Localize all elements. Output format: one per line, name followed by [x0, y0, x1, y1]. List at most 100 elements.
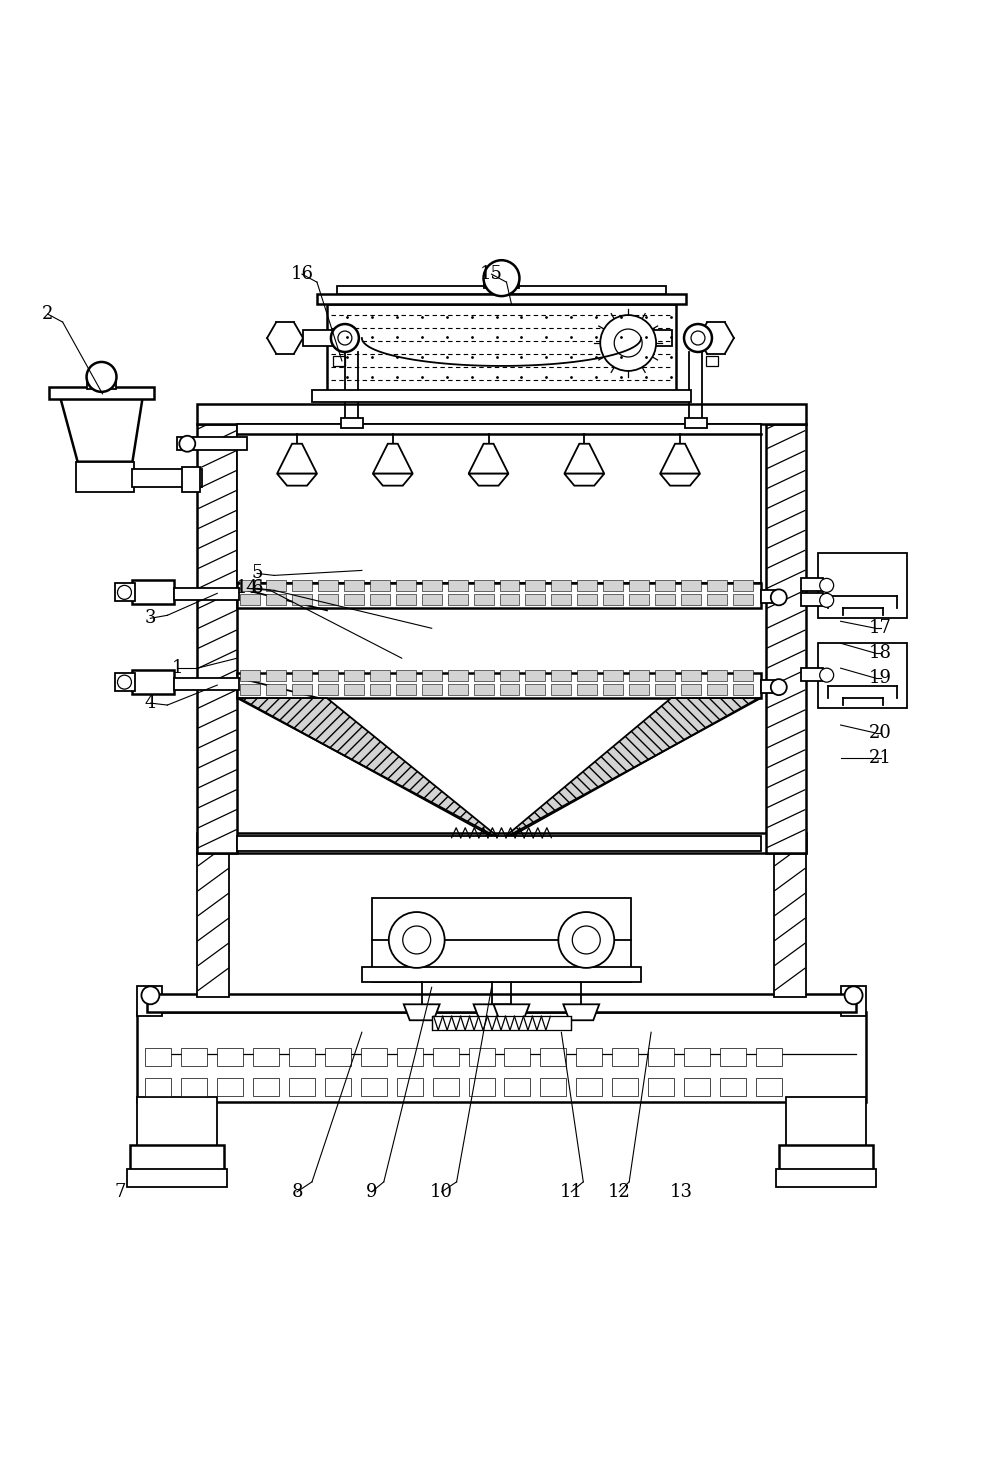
- Bar: [174, 679, 238, 690]
- Bar: [75, 462, 134, 491]
- Bar: [236, 836, 761, 850]
- Bar: [312, 390, 690, 402]
- Bar: [115, 583, 135, 601]
- Bar: [785, 1097, 865, 1146]
- Bar: [654, 581, 674, 591]
- Bar: [132, 581, 174, 604]
- Bar: [266, 581, 286, 591]
- Circle shape: [179, 435, 195, 452]
- Bar: [236, 583, 761, 608]
- Text: 18: 18: [868, 644, 891, 663]
- Bar: [680, 670, 700, 682]
- Bar: [292, 670, 312, 682]
- Bar: [197, 424, 236, 853]
- Bar: [372, 897, 630, 982]
- Circle shape: [844, 987, 862, 1004]
- Bar: [504, 1078, 530, 1097]
- Bar: [719, 1078, 745, 1097]
- Bar: [197, 403, 805, 424]
- Bar: [177, 437, 246, 450]
- Bar: [706, 670, 726, 682]
- Bar: [773, 853, 805, 997]
- Circle shape: [389, 912, 444, 968]
- Circle shape: [141, 987, 159, 1004]
- Polygon shape: [241, 699, 756, 837]
- Circle shape: [771, 589, 786, 605]
- Circle shape: [613, 328, 641, 356]
- Text: 16: 16: [291, 265, 314, 283]
- Bar: [504, 1048, 530, 1066]
- Circle shape: [338, 331, 352, 345]
- Bar: [266, 670, 286, 682]
- Polygon shape: [659, 474, 699, 485]
- Bar: [145, 1048, 171, 1066]
- Bar: [468, 1078, 494, 1097]
- Bar: [86, 377, 116, 388]
- Polygon shape: [659, 444, 699, 474]
- Bar: [127, 1168, 227, 1187]
- Bar: [289, 1048, 315, 1066]
- Circle shape: [690, 331, 704, 345]
- Polygon shape: [277, 474, 317, 485]
- Bar: [181, 1048, 207, 1066]
- Text: 12: 12: [607, 1183, 630, 1201]
- Bar: [182, 466, 200, 491]
- Text: 1: 1: [171, 660, 183, 677]
- Bar: [447, 581, 467, 591]
- Circle shape: [483, 259, 519, 296]
- Bar: [840, 987, 865, 1016]
- Bar: [137, 1013, 865, 1102]
- Polygon shape: [236, 698, 501, 840]
- Bar: [303, 330, 333, 346]
- Circle shape: [572, 927, 599, 954]
- Bar: [602, 670, 622, 682]
- Bar: [49, 387, 154, 399]
- Polygon shape: [501, 698, 761, 840]
- Bar: [577, 670, 596, 682]
- Bar: [236, 673, 761, 698]
- Text: 10: 10: [430, 1183, 453, 1201]
- Bar: [706, 685, 726, 695]
- Bar: [421, 670, 441, 682]
- Bar: [344, 670, 364, 682]
- Bar: [181, 1078, 207, 1097]
- Bar: [602, 581, 622, 591]
- Bar: [337, 286, 665, 295]
- Bar: [174, 588, 238, 601]
- Circle shape: [558, 912, 613, 968]
- Bar: [341, 418, 363, 428]
- Bar: [421, 581, 441, 591]
- Bar: [775, 1168, 875, 1187]
- Bar: [370, 581, 390, 591]
- Bar: [421, 594, 441, 605]
- Bar: [577, 594, 596, 605]
- Bar: [137, 987, 162, 1016]
- Bar: [732, 594, 753, 605]
- Bar: [397, 1048, 422, 1066]
- Bar: [327, 303, 675, 391]
- Bar: [483, 276, 519, 289]
- Bar: [145, 1078, 171, 1097]
- Circle shape: [331, 324, 359, 352]
- Bar: [525, 581, 545, 591]
- Bar: [137, 1097, 217, 1146]
- Bar: [318, 581, 338, 591]
- Bar: [468, 1048, 494, 1066]
- Bar: [473, 670, 493, 682]
- Bar: [396, 581, 415, 591]
- Bar: [344, 594, 364, 605]
- Bar: [800, 579, 822, 591]
- Text: 13: 13: [669, 1183, 691, 1201]
- Bar: [756, 1078, 781, 1097]
- Bar: [577, 581, 596, 591]
- Bar: [499, 685, 519, 695]
- Bar: [551, 594, 571, 605]
- Bar: [499, 594, 519, 605]
- Bar: [266, 685, 286, 695]
- Bar: [473, 594, 493, 605]
- Bar: [706, 594, 726, 605]
- Bar: [683, 1048, 709, 1066]
- Circle shape: [683, 324, 711, 352]
- Bar: [253, 1048, 279, 1066]
- Bar: [647, 1078, 673, 1097]
